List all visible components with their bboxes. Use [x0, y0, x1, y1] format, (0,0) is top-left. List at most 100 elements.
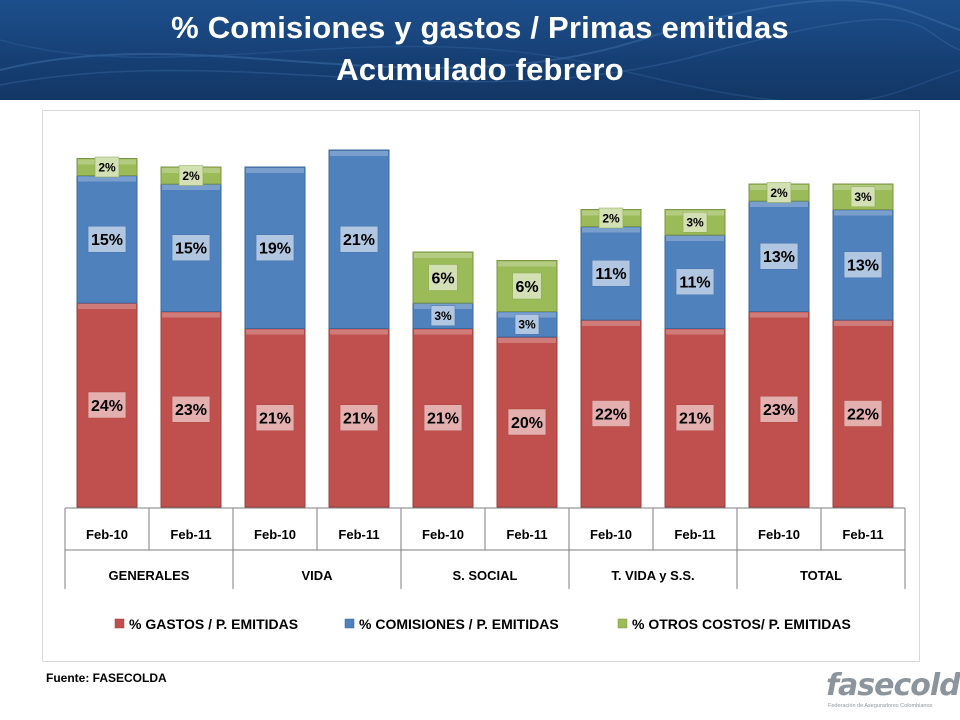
- data-label: 21%: [343, 411, 375, 428]
- bar-segment-highlight: [78, 304, 136, 309]
- data-label: 13%: [847, 258, 879, 275]
- x-tick-label: Feb-11: [338, 527, 379, 542]
- data-label-box: [339, 226, 379, 253]
- data-label: 11%: [595, 266, 626, 283]
- data-label: 3%: [434, 309, 452, 323]
- data-label: 22%: [595, 406, 627, 423]
- data-label-box: [843, 251, 883, 278]
- x-tick-label: Feb-10: [590, 527, 632, 542]
- bar-segment: [328, 149, 390, 329]
- bar-segment-highlight: [498, 261, 556, 267]
- data-label-box: [507, 408, 547, 436]
- bar-segment-highlight: [582, 227, 640, 233]
- bar-segment-highlight: [666, 236, 724, 241]
- data-label-box: [682, 212, 708, 233]
- data-label: 6%: [515, 279, 538, 296]
- group-label: T. VIDA y S.S.: [611, 568, 694, 583]
- data-label-box: [255, 404, 295, 431]
- data-label-box: [675, 268, 715, 295]
- bar-segment-highlight: [330, 151, 388, 156]
- bar-segment-highlight: [498, 338, 556, 343]
- data-label: 21%: [343, 232, 375, 249]
- page-subtitle: Acumulado febrero: [336, 52, 624, 87]
- header-banner: % Comisiones y gastos / Primas emitidas …: [0, 0, 960, 100]
- bar-segment-highlight: [750, 202, 808, 207]
- data-label-box: [759, 243, 799, 270]
- bar-segment-highlight: [666, 329, 724, 335]
- bar-segment-highlight: [246, 168, 304, 173]
- bar-segment-highlight: [162, 312, 220, 318]
- data-label: 15%: [91, 232, 123, 249]
- data-label-box: [94, 156, 120, 178]
- bar-segment: [664, 328, 726, 508]
- data-label-box: [843, 400, 883, 427]
- data-label: 2%: [770, 186, 788, 200]
- data-label: 3%: [854, 190, 872, 204]
- data-label-box: [850, 186, 876, 207]
- data-label: 19%: [259, 241, 291, 258]
- logo-wordmark: fasecolda: [826, 668, 960, 703]
- data-label: 21%: [259, 411, 291, 428]
- data-label-box: [759, 396, 799, 423]
- data-label-box: [514, 314, 540, 335]
- chart-panel: 24% 15% 2% 23% 15% 2% 21% 19% 21% 21% 21% 3% 6% 20% 3%…: [42, 110, 920, 662]
- data-label-box: [598, 207, 624, 229]
- group-label: S. SOCIAL: [452, 568, 517, 583]
- data-label-box: [87, 391, 127, 419]
- x-tick-label: Feb-10: [254, 527, 296, 542]
- legend-swatch: [617, 618, 628, 629]
- data-label: 6%: [431, 270, 454, 287]
- bar-segment-highlight: [750, 312, 808, 318]
- data-label-box: [171, 396, 211, 423]
- header-wave-decoration: [0, 0, 960, 100]
- logo-tagline: Federación de Aseguradores Colombianos: [828, 703, 933, 709]
- x-tick-label: Feb-11: [674, 527, 715, 542]
- data-label-box: [87, 226, 127, 253]
- x-tick-label: Feb-11: [170, 527, 211, 542]
- data-label-box: [675, 404, 715, 431]
- data-label: 2%: [602, 211, 620, 225]
- group-label: VIDA: [301, 568, 333, 583]
- data-label-box: [339, 404, 379, 431]
- data-label-box: [255, 234, 295, 261]
- legend-swatch: [114, 618, 125, 629]
- data-label-box: [178, 165, 204, 186]
- x-tick-label: Feb-11: [506, 527, 547, 542]
- data-label-box: [428, 264, 458, 291]
- legend-label: % OTROS COSTOS/ P. EMITIDAS: [632, 616, 851, 632]
- source-note: Fuente: FASECOLDA: [46, 671, 167, 685]
- bar-segment-highlight: [582, 321, 640, 326]
- data-label: 2%: [182, 169, 200, 183]
- x-tick-label: Feb-10: [86, 527, 128, 542]
- data-label: 21%: [427, 411, 459, 428]
- bar-segment-highlight: [834, 210, 892, 216]
- data-label: 11%: [679, 275, 710, 292]
- data-label: 2%: [98, 160, 116, 174]
- bar-segment-highlight: [414, 329, 472, 335]
- fasecolda-logo: fasecolda Federación de Aseguradores Col…: [826, 668, 960, 712]
- legend-label: % GASTOS / P. EMITIDAS: [129, 616, 298, 632]
- legend-swatch: [344, 618, 355, 629]
- data-label: 24%: [91, 398, 123, 415]
- data-label: 3%: [686, 216, 704, 230]
- legend-label: % COMISIONES / P. EMITIDAS: [359, 616, 559, 632]
- bar-segment-highlight: [834, 321, 892, 326]
- x-tick-label: Feb-10: [758, 527, 800, 542]
- bar-segment-highlight: [162, 185, 220, 190]
- group-label: GENERALES: [109, 568, 190, 583]
- stacked-bar-chart: 24% 15% 2% 23% 15% 2% 21% 19% 21% 21% 21% 3% 6% 20% 3%…: [64, 149, 906, 632]
- data-label-box: [430, 305, 456, 326]
- bar-segment-highlight: [78, 176, 136, 182]
- data-label-box: [171, 234, 211, 261]
- bar-segment-highlight: [414, 253, 472, 258]
- bar-segment-highlight: [330, 329, 388, 335]
- x-tick-label: Feb-11: [842, 527, 883, 542]
- group-label: TOTAL: [800, 568, 842, 583]
- data-label: 3%: [518, 318, 536, 332]
- data-label: 22%: [847, 406, 879, 423]
- data-label: 20%: [511, 415, 543, 432]
- data-label-box: [591, 400, 631, 427]
- x-tick-label: Feb-10: [422, 527, 464, 542]
- data-label: 23%: [175, 402, 207, 419]
- data-label: 15%: [175, 241, 207, 258]
